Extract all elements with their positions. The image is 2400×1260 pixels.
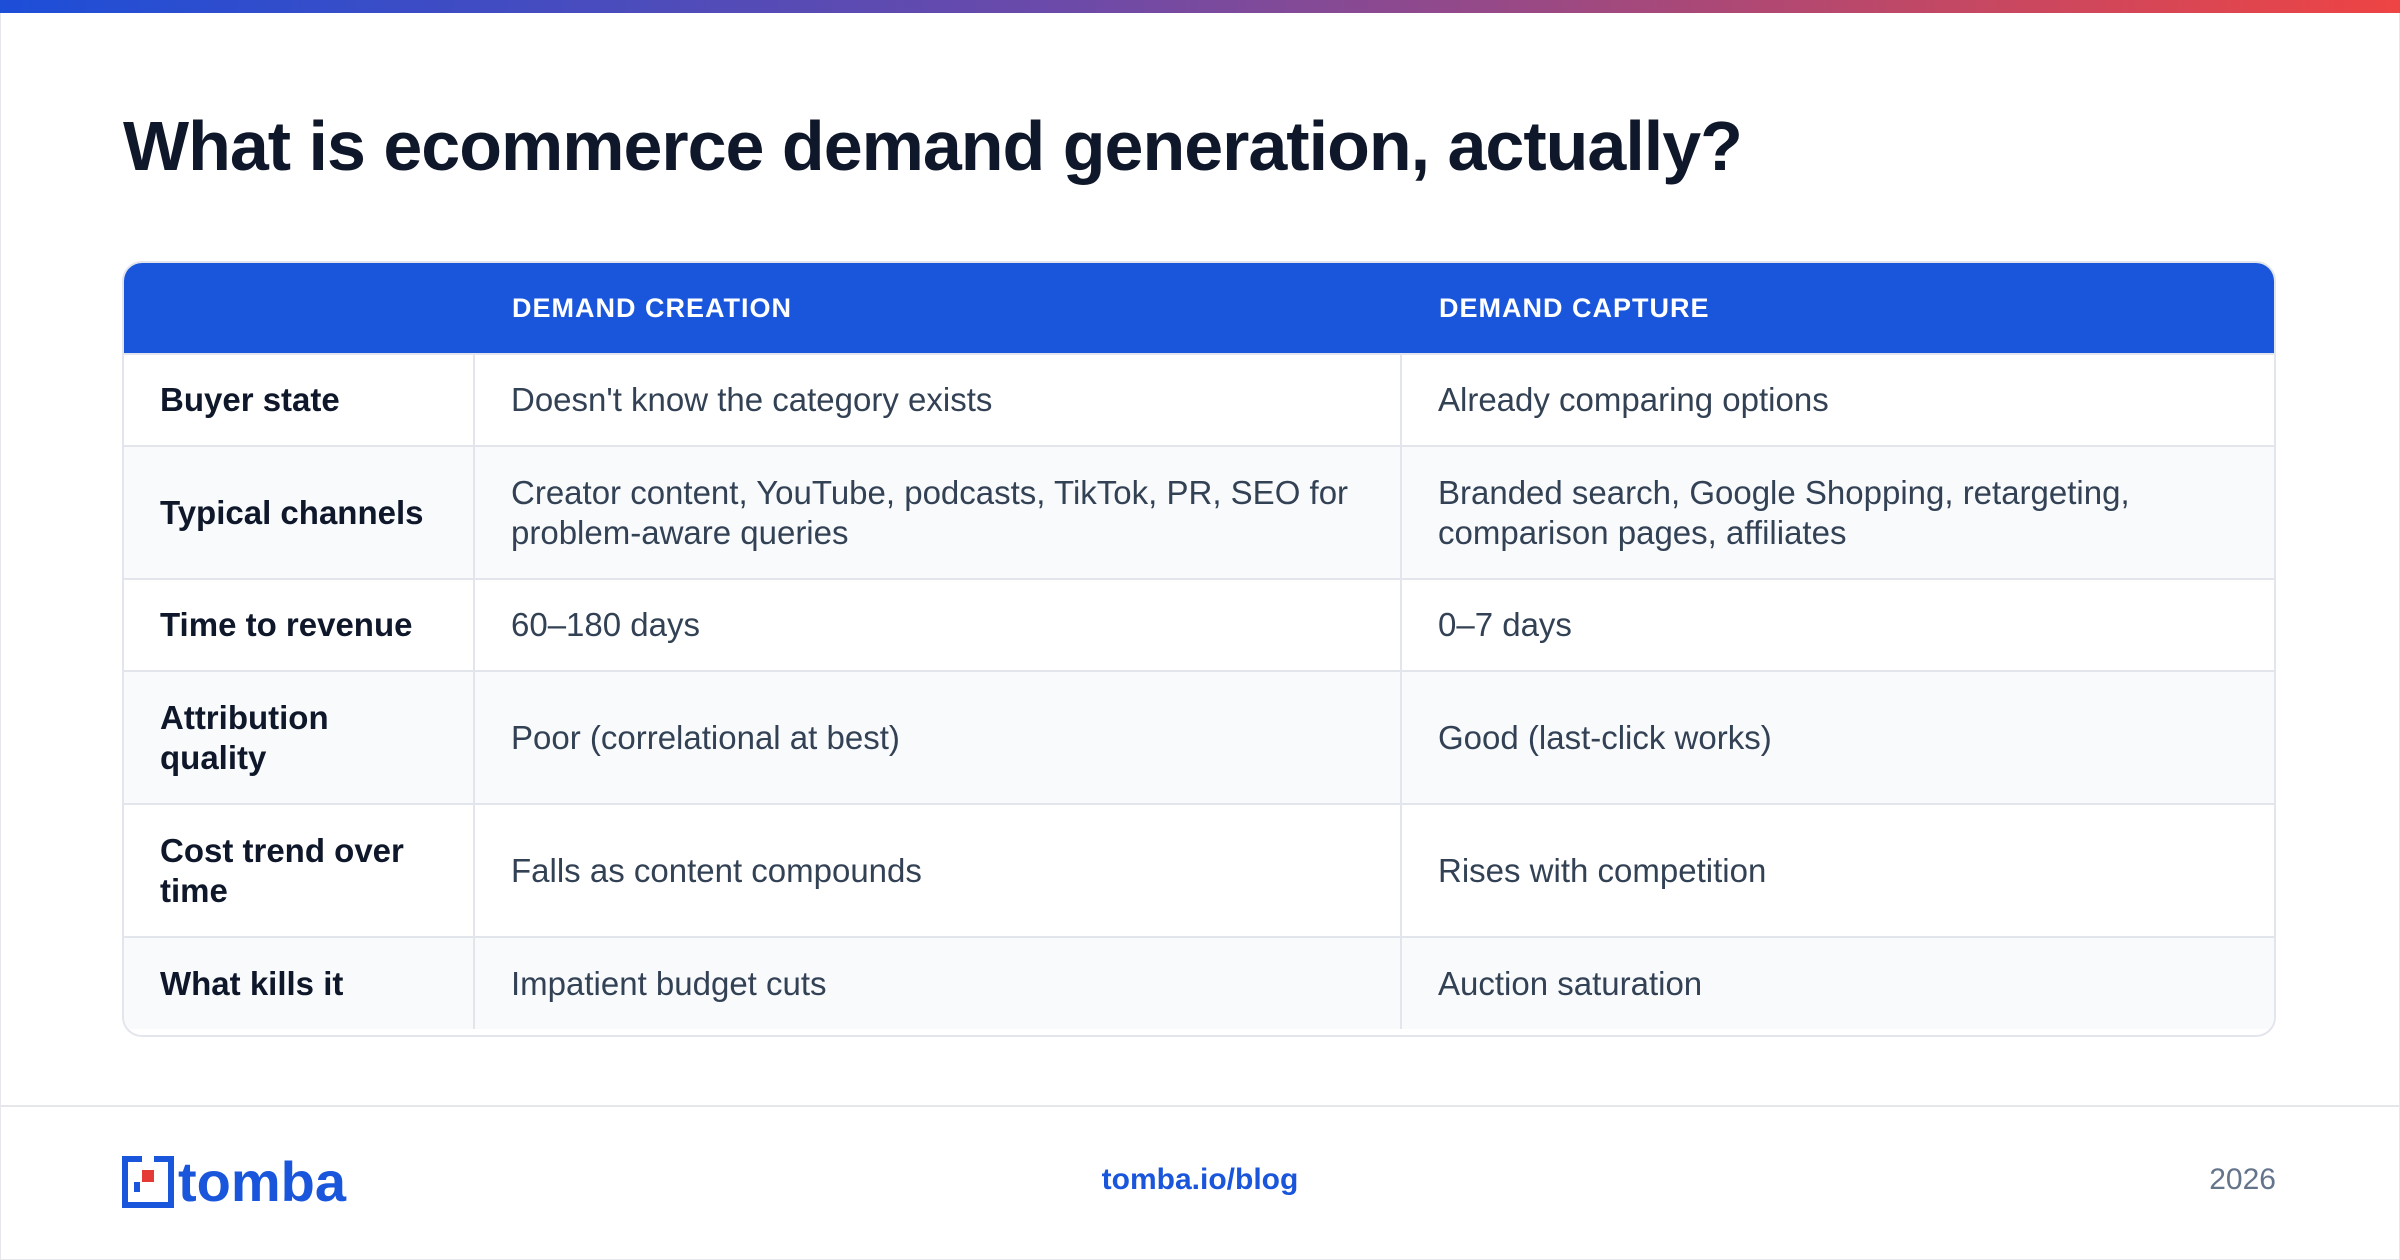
creation-cell: Impatient budget cuts: [473, 936, 1401, 1029]
footer-year: 2026: [2209, 1163, 2276, 1196]
comparison-table: DEMAND CREATION DEMAND CAPTURE Buyer sta…: [122, 261, 2276, 1037]
table-header-row: DEMAND CREATION DEMAND CAPTURE: [124, 263, 2274, 354]
logo-text: tomba: [178, 1150, 346, 1213]
table-row: What kills it Impatient budget cuts Auct…: [124, 936, 2274, 1029]
gradient-top-bar: [0, 0, 2400, 13]
creation-cell: Creator content, YouTube, podcasts, TikT…: [473, 445, 1401, 579]
capture-cell: Good (last-click works): [1400, 670, 2274, 804]
page-title: What is ecommerce demand generation, act…: [123, 107, 1743, 185]
row-label: Typical channels: [124, 445, 474, 579]
row-label: Buyer state: [124, 353, 474, 446]
header-empty: [124, 263, 474, 354]
table-row: Attribution quality Poor (correlational …: [124, 670, 2274, 804]
creation-cell: Falls as content compounds: [473, 803, 1401, 937]
capture-cell: Rises with competition: [1400, 803, 2274, 937]
creation-cell: Doesn't know the category exists: [473, 353, 1401, 446]
row-label: Attribution quality: [124, 670, 474, 804]
table-row: Cost trend over time Falls as content co…: [124, 803, 2274, 937]
capture-cell: 0–7 days: [1400, 578, 2274, 671]
tomba-logo[interactable]: tomba: [122, 1150, 346, 1213]
row-label: Time to revenue: [124, 578, 474, 671]
table-row: Typical channels Creator content, YouTub…: [124, 445, 2274, 579]
header-demand-capture: DEMAND CAPTURE: [1439, 292, 1710, 323]
row-label: What kills it: [124, 936, 474, 1029]
header-demand-creation: DEMAND CREATION: [512, 292, 792, 323]
capture-cell: Branded search, Google Shopping, retarge…: [1400, 445, 2274, 579]
capture-cell: Already comparing options: [1400, 353, 2274, 446]
blog-link[interactable]: tomba.io/blog: [1101, 1163, 1299, 1196]
row-label: Cost trend over time: [124, 803, 474, 937]
creation-cell: 60–180 days: [473, 578, 1401, 671]
logo-mark-icon: [122, 1156, 174, 1208]
capture-cell: Auction saturation: [1400, 936, 2274, 1029]
table-row: Buyer state Doesn't know the category ex…: [124, 353, 2274, 446]
table-row: Time to revenue 60–180 days 0–7 days: [124, 578, 2274, 671]
creation-cell: Poor (correlational at best): [473, 670, 1401, 804]
footer-divider: [0, 1105, 2400, 1107]
